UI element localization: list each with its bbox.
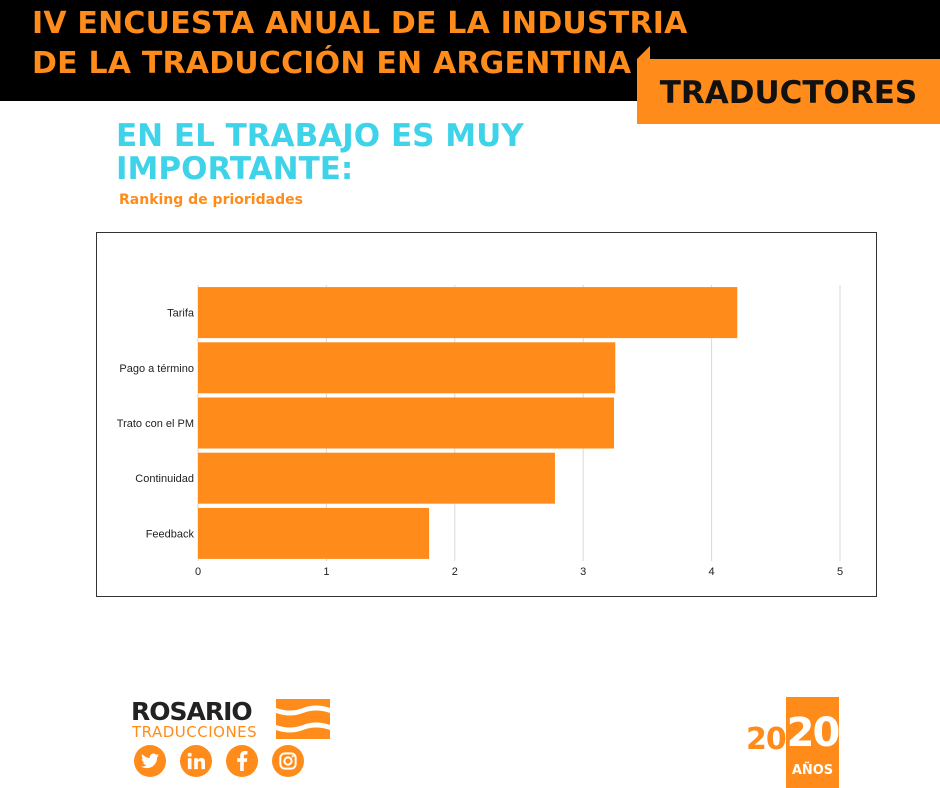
anniversary-badge: 20 AÑOS: [786, 697, 841, 788]
category-label: Pago a término: [119, 363, 194, 375]
bar: [198, 342, 616, 394]
bar: [198, 452, 555, 504]
header-bar: IV ENCUESTA ANUAL DE LA INDUSTRIA DE LA …: [0, 0, 940, 101]
logo-wordmark: ROSARIO: [131, 697, 253, 726]
x-tick-label: 3: [580, 566, 586, 578]
category-label: Tarifa: [167, 308, 195, 320]
anniversary-number: 20: [786, 710, 841, 756]
x-tick-label: 2: [452, 566, 458, 578]
facebook-icon[interactable]: [226, 745, 258, 777]
logo-wave-icon: [276, 699, 330, 739]
section-subtitle: Ranking de prioridades: [119, 192, 303, 208]
logo-subtitle: TRADUCCIONES: [132, 723, 258, 741]
twitter-icon[interactable]: [134, 745, 166, 777]
section-title: EN EL TRABAJO ES MUY IMPORTANTE:: [116, 118, 524, 187]
x-tick-label: 0: [195, 566, 201, 578]
linkedin-icon[interactable]: [180, 745, 212, 777]
bar-chart: Tarifa Pago a término Trato con el PM Conti…: [117, 285, 843, 578]
audience-badge: TRADUCTORES: [637, 59, 940, 124]
company-logo: ROSARIO TRADUCCIONES: [131, 697, 331, 743]
badge-notch: [637, 46, 650, 59]
header-title-line-2: DE LA TRADUCCIÓN EN ARGENTINA: [32, 46, 632, 81]
x-tick-label: 1: [323, 566, 329, 578]
bar: [198, 507, 430, 559]
anniversary-label: AÑOS: [791, 763, 834, 778]
bar: [198, 397, 615, 449]
category-label: Feedback: [146, 528, 195, 540]
audience-badge-label: TRADUCTORES: [659, 74, 918, 111]
category-label: Trato con el PM: [117, 418, 194, 430]
x-tick-label: 4: [709, 566, 715, 578]
x-tick-label: 5: [837, 566, 843, 578]
header-title-line-1: IV ENCUESTA ANUAL DE LA INDUSTRIA: [32, 6, 688, 41]
instagram-icon[interactable]: [272, 745, 304, 777]
bar: [198, 287, 738, 339]
chart-frame: Tarifa Pago a término Trato con el PM Conti…: [96, 232, 877, 597]
anniversary-prefix: 20: [746, 722, 787, 757]
category-label: Continuidad: [135, 473, 194, 485]
